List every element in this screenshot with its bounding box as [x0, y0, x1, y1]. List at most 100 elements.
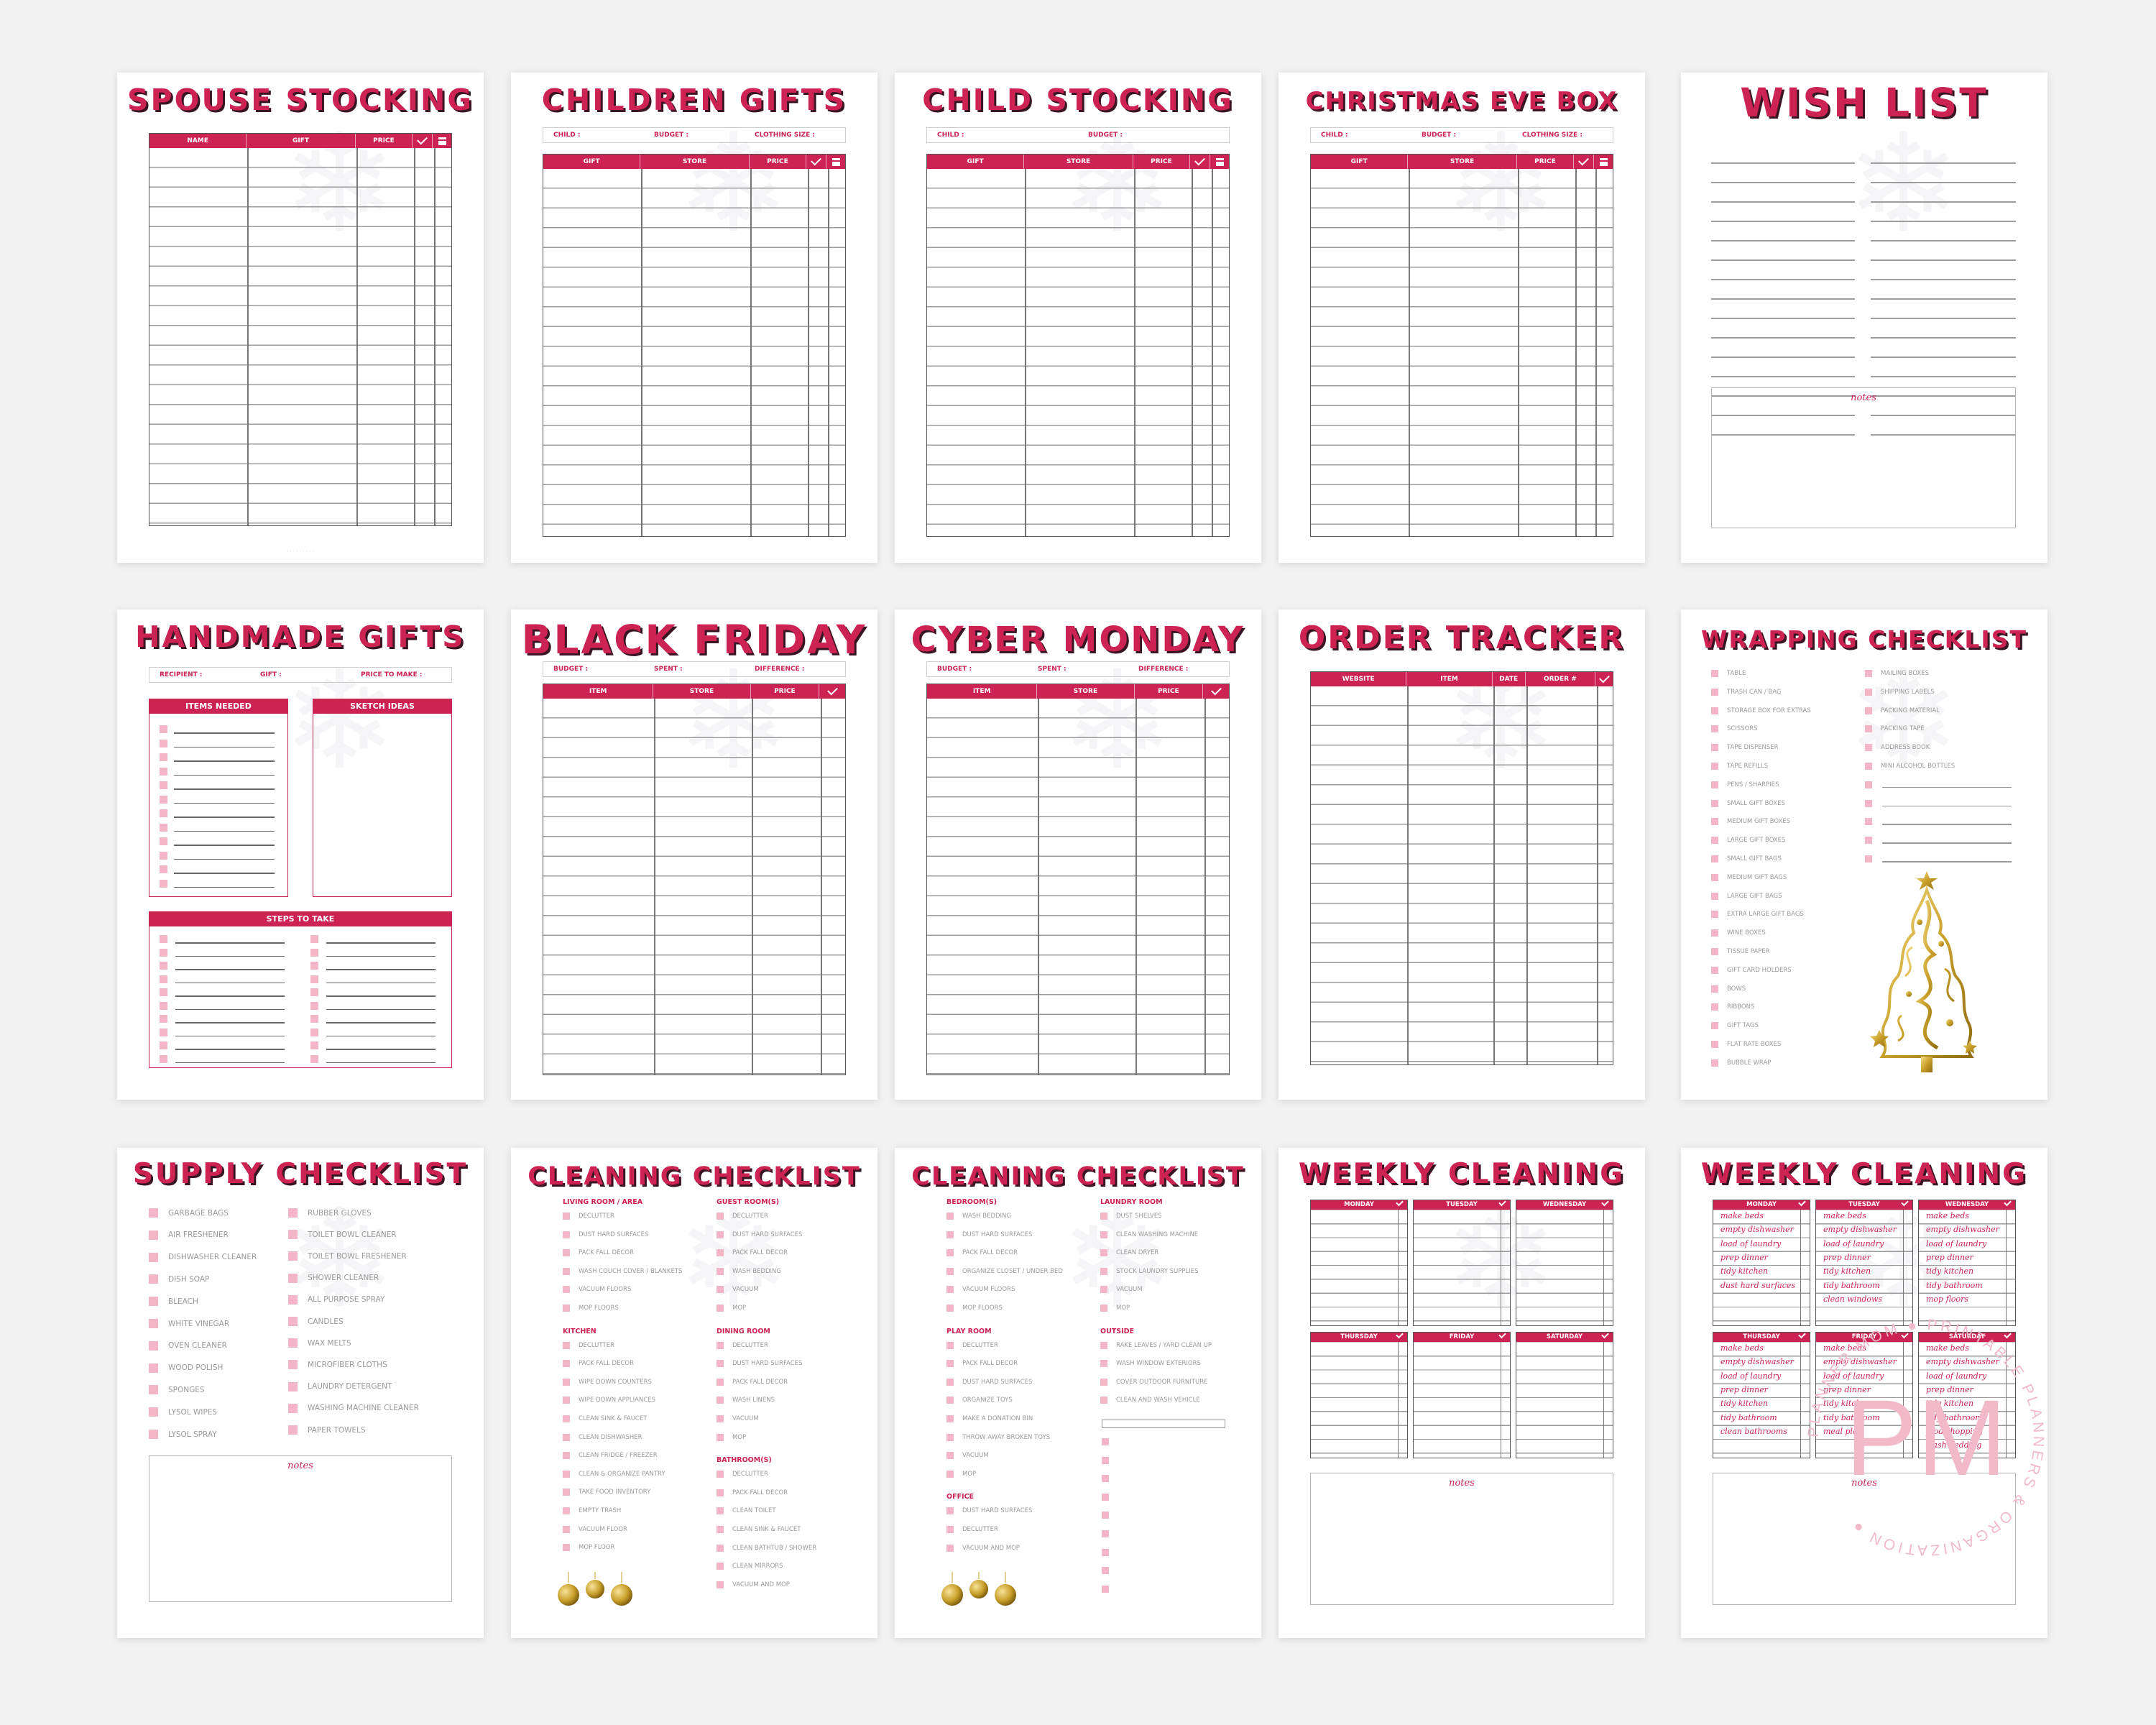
checkbox[interactable]: [1865, 837, 1872, 845]
checklist-item[interactable]: WASHING MACHINE CLEANER: [288, 1403, 419, 1413]
checkbox[interactable]: [1100, 1305, 1107, 1312]
checkbox[interactable]: [288, 1360, 298, 1370]
checkbox[interactable]: [1102, 1475, 1109, 1483]
checklist-item[interactable]: MOP FLOOR: [563, 1544, 614, 1552]
checkbox[interactable]: [946, 1452, 954, 1460]
checkbox[interactable]: [717, 1489, 724, 1496]
checkbox[interactable]: [310, 1001, 318, 1010]
checklist-item[interactable]: MAILING BOXES: [1865, 670, 1929, 677]
checklist-item[interactable]: LAUNDRY DETERGENT: [288, 1381, 392, 1392]
checklist-item[interactable]: EXTRA LARGE GIFT BAGS: [1711, 911, 1804, 919]
checkbox[interactable]: [946, 1305, 954, 1312]
checkbox[interactable]: [1102, 1512, 1109, 1519]
checkbox[interactable]: [149, 1430, 158, 1439]
checkbox[interactable]: [1711, 985, 1718, 993]
checkbox[interactable]: [310, 1028, 318, 1036]
checklist-item[interactable]: DECLUTTER: [563, 1341, 614, 1349]
checkbox[interactable]: [563, 1341, 570, 1349]
checkbox[interactable]: [310, 1015, 318, 1023]
checklist-item[interactable]: MOP FLOORS: [563, 1305, 619, 1312]
checklist-item[interactable]: MICROFIBER CLOTHS: [288, 1360, 387, 1370]
checkbox[interactable]: [563, 1415, 570, 1422]
checklist-item[interactable]: STORAGE BOX FOR EXTRAS: [1711, 707, 1811, 714]
checklist-item[interactable]: SCISSORS: [1711, 725, 1758, 733]
checklist-item[interactable]: DUST SHELVES: [1100, 1213, 1162, 1220]
checkbox[interactable]: [1711, 799, 1718, 807]
checkbox[interactable]: [563, 1489, 570, 1496]
checkbox[interactable]: [717, 1433, 724, 1441]
checklist-item[interactable]: CLEAN BATHTUB / SHOWER: [717, 1544, 816, 1552]
checkbox[interactable]: [563, 1525, 570, 1533]
checklist-item[interactable]: TOILET BOWL CLEANER: [288, 1230, 397, 1240]
checklist-item[interactable]: GARBAGE BAGS: [149, 1208, 229, 1218]
checklist-item[interactable]: WASH LINENS: [717, 1397, 775, 1404]
checkbox[interactable]: [946, 1341, 954, 1349]
checkbox[interactable]: [946, 1433, 954, 1441]
checklist-item[interactable]: CLEAN TOILET: [717, 1507, 776, 1515]
checklist-item[interactable]: COVER OUTDOOR FURNITURE: [1100, 1378, 1207, 1386]
checklist-item[interactable]: WINE BOXES: [1711, 929, 1766, 937]
checklist-item[interactable]: CLEAN WASHING MACHINE: [1100, 1230, 1198, 1238]
checkbox[interactable]: [310, 975, 318, 983]
checklist-item[interactable]: WASH BEDDING: [946, 1213, 1011, 1220]
checkbox[interactable]: [946, 1213, 954, 1220]
checkbox[interactable]: [310, 1054, 318, 1063]
checkbox[interactable]: [288, 1381, 298, 1392]
checkbox[interactable]: [1100, 1286, 1107, 1294]
checkbox[interactable]: [1102, 1548, 1109, 1556]
checklist-item[interactable]: DUST HARD SURFACES: [563, 1230, 648, 1238]
checklist-item[interactable]: CLEAN DRYER: [1100, 1249, 1158, 1257]
checkbox[interactable]: [1711, 763, 1718, 770]
checklist-item[interactable]: ADDRESS BOOK: [1865, 744, 1930, 752]
checklist-item[interactable]: MOP FLOORS: [946, 1305, 1003, 1312]
checklist-item[interactable]: WOOD POLISH: [149, 1363, 223, 1373]
checklist-item[interactable]: CLEAN SINK & FAUCET: [717, 1526, 801, 1533]
checkbox[interactable]: [1865, 744, 1872, 752]
checklist-item[interactable]: PACKING MATERIAL: [1865, 707, 1940, 714]
checkbox[interactable]: [563, 1544, 570, 1552]
checklist-item[interactable]: DECLUTTER: [946, 1341, 998, 1349]
checkbox[interactable]: [288, 1294, 298, 1305]
checkbox[interactable]: [1100, 1230, 1107, 1238]
checkbox[interactable]: [717, 1544, 724, 1552]
checklist-item[interactable]: DECLUTTER: [563, 1213, 614, 1220]
checkbox[interactable]: [149, 1297, 158, 1307]
checkbox[interactable]: [946, 1470, 954, 1478]
checklist-item[interactable]: MINI ALCOHOL BOTTLES: [1865, 763, 1955, 770]
checklist-item[interactable]: LARGE GIFT BAGS: [1711, 892, 1782, 900]
checkbox[interactable]: [310, 962, 318, 970]
checkbox[interactable]: [160, 767, 167, 776]
checkbox[interactable]: [1865, 855, 1872, 862]
checklist-item[interactable]: DECLUTTER: [717, 1471, 768, 1478]
checkbox[interactable]: [563, 1378, 570, 1386]
checkbox[interactable]: [149, 1252, 158, 1262]
checkbox[interactable]: [288, 1338, 298, 1348]
checkbox[interactable]: [717, 1507, 724, 1515]
checkbox[interactable]: [1711, 873, 1718, 881]
checklist-item[interactable]: SMALL GIFT BOXES: [1711, 799, 1785, 807]
checkbox[interactable]: [563, 1213, 570, 1220]
checkbox[interactable]: [1865, 799, 1872, 807]
checklist-item[interactable]: LYSOL SPRAY: [149, 1430, 217, 1439]
checklist-item[interactable]: WASH COUCH COVER / BLANKETS: [563, 1267, 682, 1275]
checklist-item[interactable]: EMPTY TRASH: [563, 1507, 621, 1514]
checkbox[interactable]: [160, 935, 167, 943]
checklist-item[interactable]: VACUUM AND MOP: [946, 1544, 1020, 1552]
checkbox[interactable]: [149, 1385, 158, 1395]
checklist-item[interactable]: CLEAN SINK & FAUCET: [563, 1415, 647, 1422]
checkbox[interactable]: [1711, 818, 1718, 826]
checklist-item[interactable]: TAPE REFILLS: [1711, 763, 1768, 770]
checkbox[interactable]: [1711, 688, 1718, 696]
checkbox[interactable]: [149, 1274, 158, 1284]
checklist-item[interactable]: BLEACH: [149, 1297, 198, 1307]
checkbox[interactable]: [1865, 725, 1872, 733]
checklist-item[interactable]: STOCK LAUNDRY SUPPLIES: [1100, 1267, 1199, 1275]
checklist-item[interactable]: MEDIUM GIFT BOXES: [1711, 818, 1790, 826]
checklist-item[interactable]: RIBBONS: [1711, 1003, 1754, 1011]
checklist-item[interactable]: TISSUE PAPER: [1711, 948, 1770, 955]
checkbox[interactable]: [160, 962, 167, 970]
checklist-item[interactable]: DUST HARD SURFACES: [717, 1230, 802, 1238]
checklist-item[interactable]: SPONGES: [149, 1385, 205, 1395]
checkbox[interactable]: [563, 1230, 570, 1238]
checkbox[interactable]: [1102, 1567, 1109, 1575]
